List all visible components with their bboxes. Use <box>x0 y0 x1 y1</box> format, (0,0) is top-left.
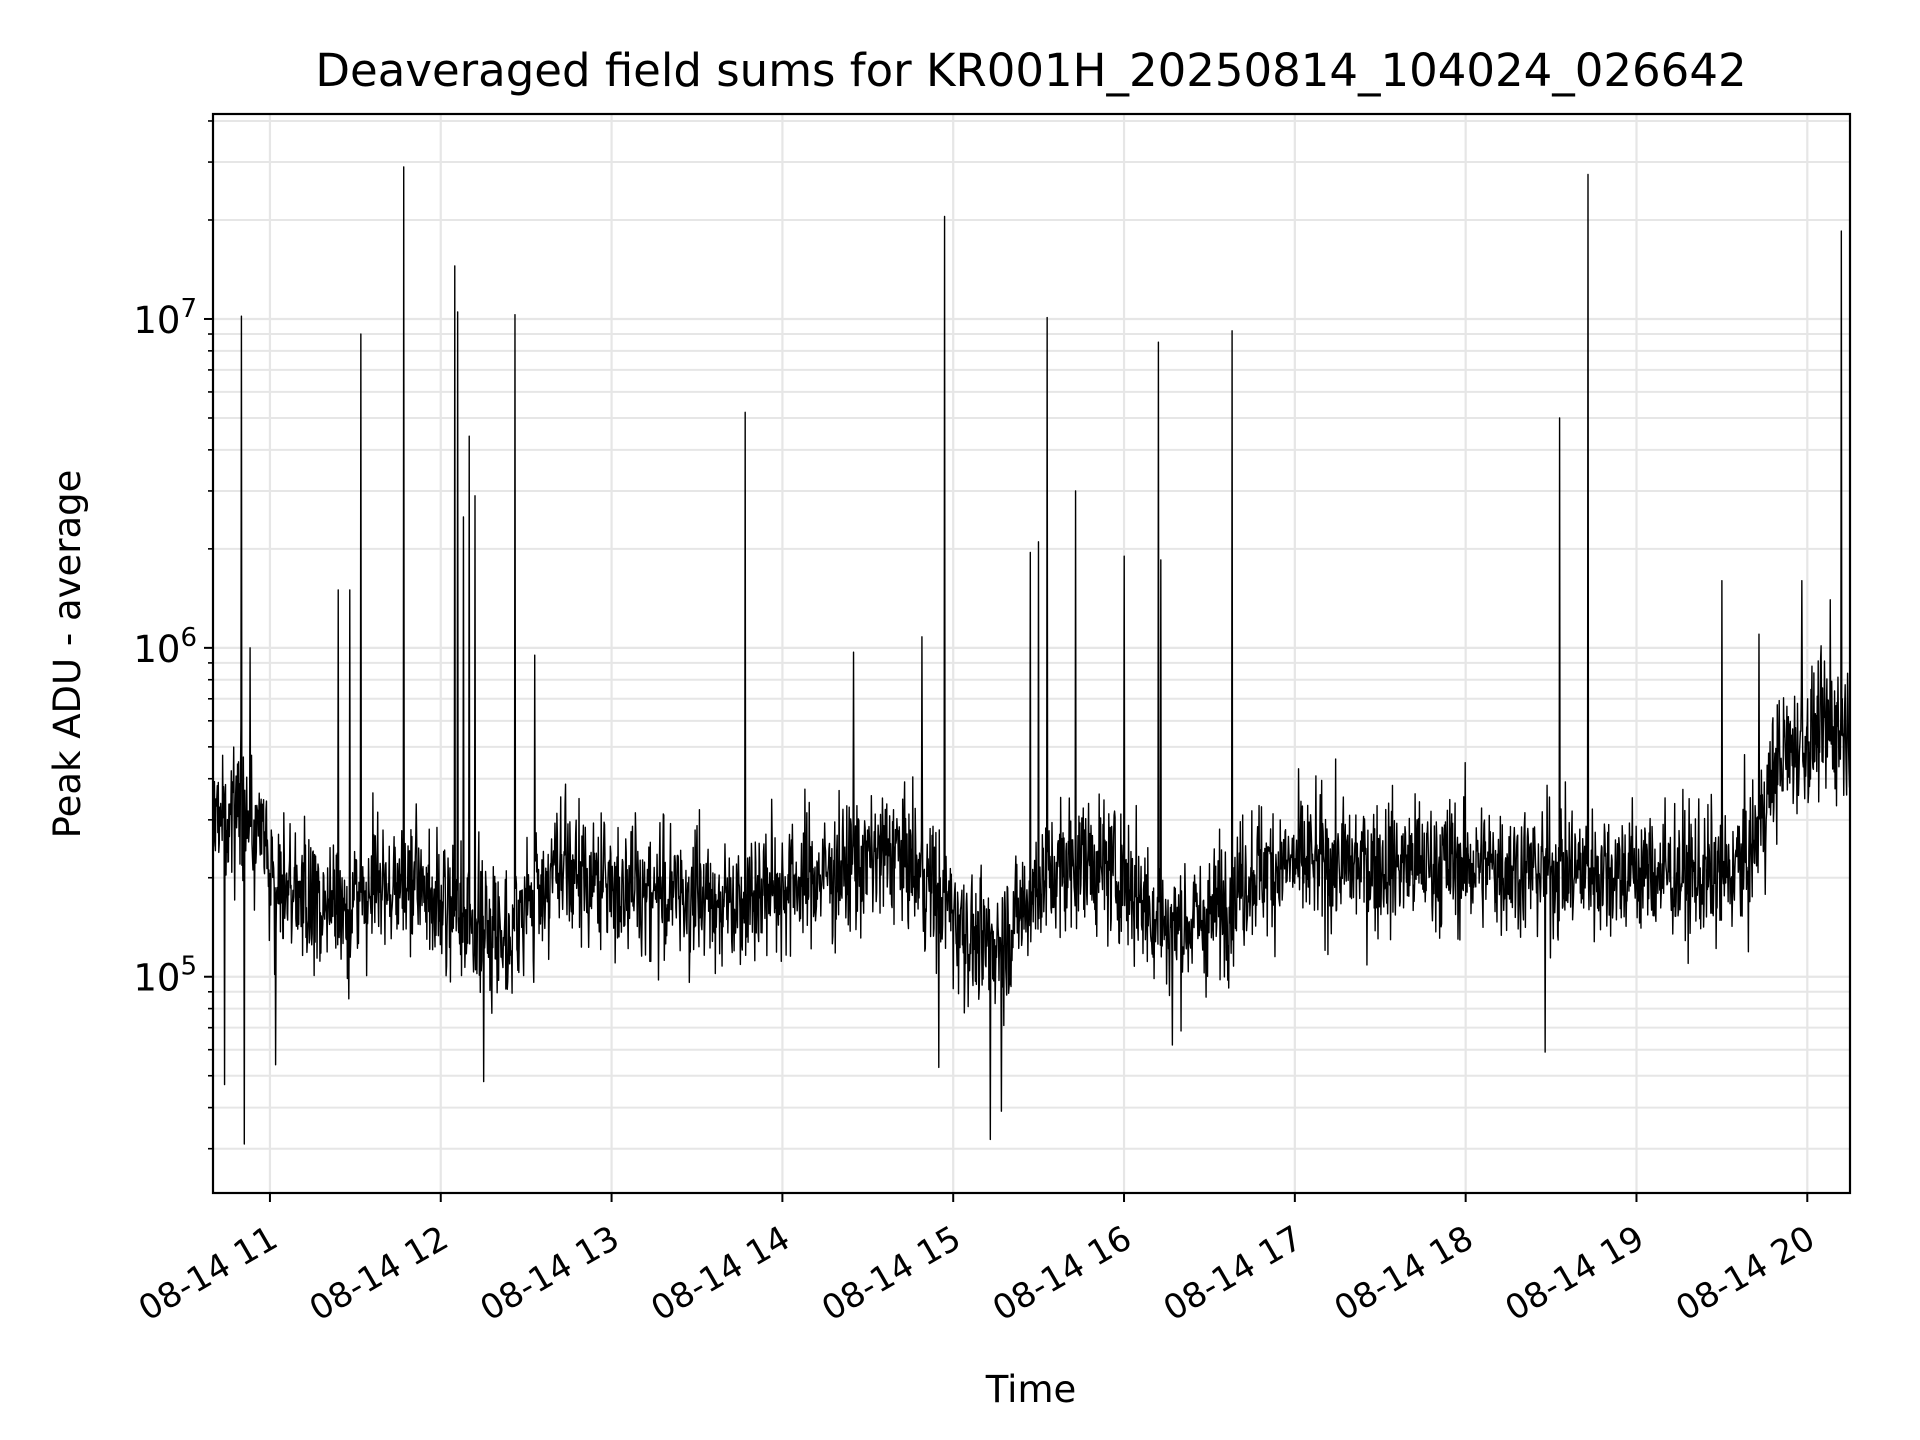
major-gridlines <box>213 114 1850 1193</box>
x-axis-label: Time <box>985 1368 1077 1411</box>
y-tick-label: 107 <box>133 294 197 342</box>
y-tick-label: 106 <box>133 623 197 671</box>
y-tick-label-base: 10 <box>133 957 180 1000</box>
y-tick-label-base: 10 <box>133 628 180 671</box>
y-tick-label-base: 10 <box>133 299 180 342</box>
chart-title: Deaveraged field sums for KR001H_2025081… <box>315 44 1746 97</box>
y-tick-label-exponent: 7 <box>180 294 197 324</box>
series-layer <box>212 166 1851 1145</box>
y-axis-label: Peak ADU - average <box>46 470 89 839</box>
y-tick-label-exponent: 5 <box>180 952 197 982</box>
minor-gridlines <box>213 119 1850 1150</box>
series-line <box>212 166 1851 1145</box>
y-tick-label: 105 <box>133 952 197 1000</box>
plot-frame <box>211 112 1852 1195</box>
y-tick-label-exponent: 6 <box>180 623 197 653</box>
